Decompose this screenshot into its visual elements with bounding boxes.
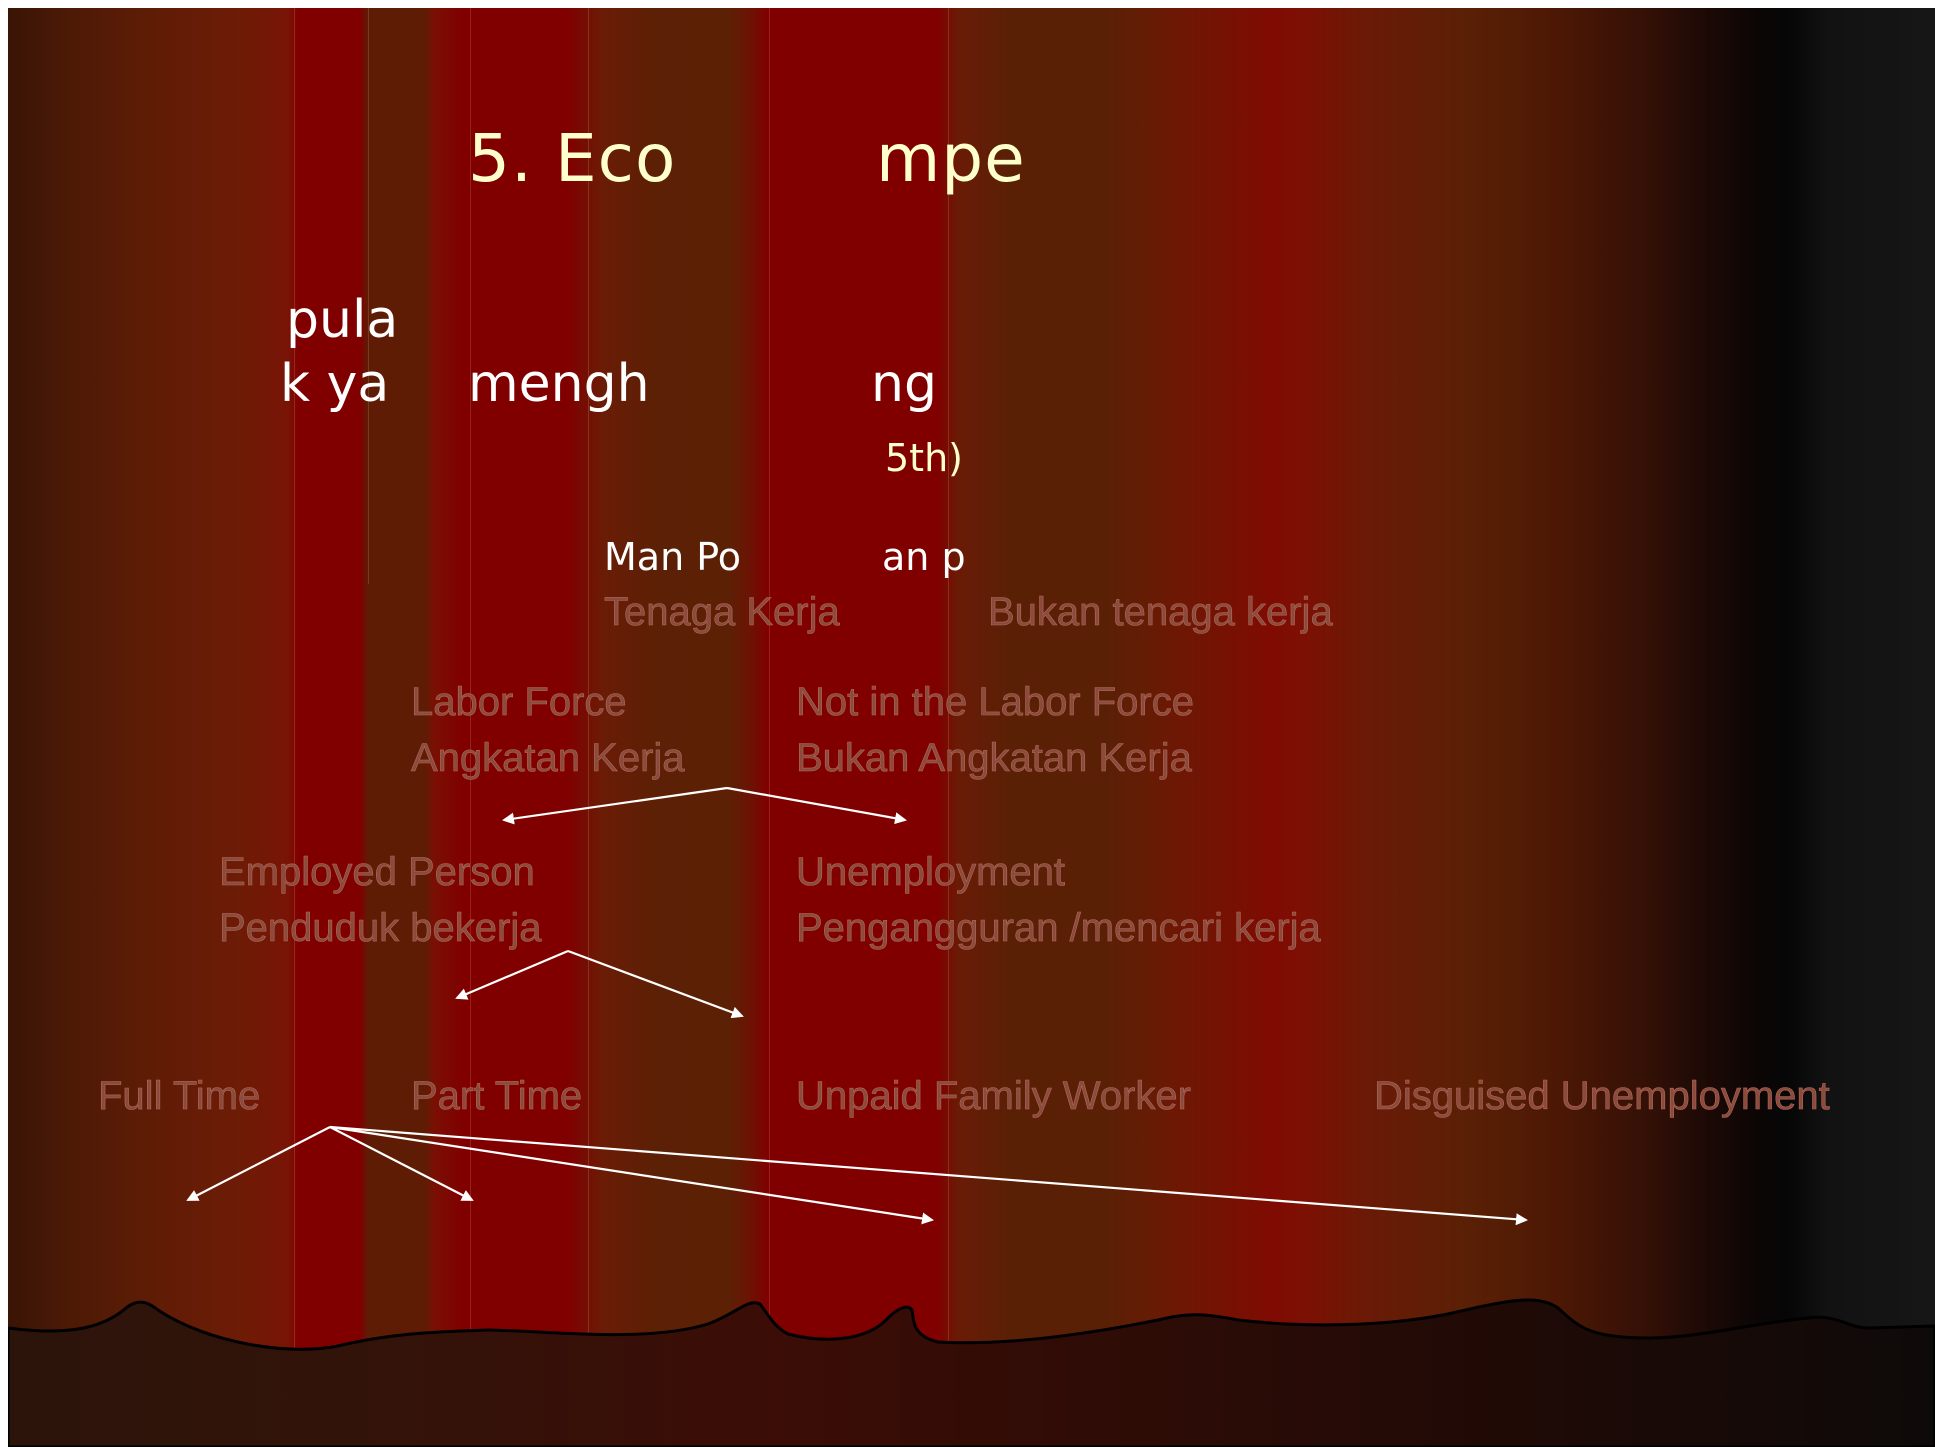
body-line-2-fragment-c: ng <box>871 354 937 414</box>
body-line-2-fragment-a: k ya <box>280 354 390 414</box>
arrow-to-unemployment <box>567 949 744 1019</box>
arrow-to-unpaid-family-worker <box>329 1125 934 1225</box>
node-employed-en: Employed Person <box>219 850 535 895</box>
node-tenaga-kerja: Tenaga Kerja <box>604 590 840 635</box>
curtain-seam <box>470 8 471 1447</box>
arrow-to-disguised-unemployment <box>329 1125 1528 1226</box>
diagram-arrows <box>186 786 1528 1226</box>
curtain-seam <box>294 8 295 1447</box>
curtain-seam <box>368 8 369 584</box>
node-unemployment-en: Unemployment <box>796 850 1066 895</box>
body-line-1-fragment: pula <box>286 290 399 350</box>
leaf-disguised-unemployment: Disguised Unemployment <box>1374 1074 1830 1119</box>
node-not-labor-force-en: Not in the Labor Force <box>796 680 1195 725</box>
body-line-3-fragment: 5th) <box>885 436 963 480</box>
arrow-to-labor-force <box>502 786 728 825</box>
node-not-labor-force-id: Bukan Angkatan Kerja <box>796 736 1192 781</box>
node-employed-id: Penduduk bekerja <box>219 906 542 951</box>
slide-stage: 5. Eco mpe pula k ya mengh ng 5th) Man P… <box>8 8 1935 1447</box>
curtain-seam <box>588 8 589 1447</box>
slide-title-fragment: 5. Eco <box>468 120 677 197</box>
body-line-2-fragment-b: mengh <box>468 354 650 414</box>
node-bukan-tenaga-kerja: Bukan tenaga kerja <box>988 590 1333 635</box>
node-labor-force-id: Angkatan Kerja <box>411 736 685 781</box>
manpower-fragment-b: an p <box>882 535 966 579</box>
arrow-to-employed <box>455 949 569 1000</box>
leaf-full-time: Full Time <box>98 1074 261 1119</box>
node-labor-force-en: Labor Force <box>411 680 627 725</box>
leaf-unpaid-family-worker: Unpaid Family Worker <box>796 1074 1192 1119</box>
slide-title-fragment-2: mpe <box>876 120 1026 197</box>
manpower-fragment-a: Man Po <box>604 535 742 579</box>
node-unemployment-id: Pengangguran /mencari kerja <box>796 906 1321 951</box>
curtain-seam <box>948 8 949 1447</box>
leaf-part-time: Part Time <box>411 1074 583 1119</box>
arrow-to-part-time <box>329 1126 474 1201</box>
arrow-to-full-time <box>186 1126 331 1201</box>
arrow-to-not-labor-force <box>726 786 907 825</box>
curtain-seam <box>769 8 770 1447</box>
curtain-background <box>8 8 1935 1447</box>
curtain-hem <box>8 1298 1935 1447</box>
